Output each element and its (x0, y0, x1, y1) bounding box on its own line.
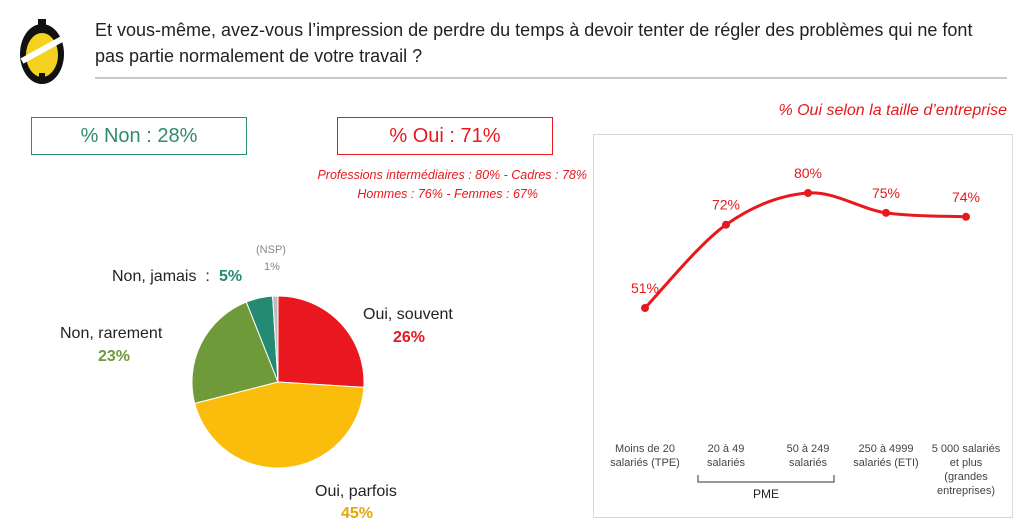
oui-detail-gender: Hommes : 76% - Femmes : 67% (357, 187, 538, 201)
pme-bracket (697, 475, 835, 483)
line-value-label: 75% (872, 185, 900, 201)
line-value-label: 74% (952, 189, 980, 205)
pie-value-nsp: 1% (264, 261, 280, 273)
pie-slice-oui-souvent (277, 295, 365, 388)
pie-slice-non-rarement (191, 301, 279, 404)
oui-total-box: % Oui : 71% (337, 117, 553, 155)
x-tick-label: salariés (707, 457, 745, 469)
header-divider (95, 77, 1007, 79)
pme-group-label: PME (753, 487, 779, 501)
x-tick-label: salariés (789, 457, 827, 469)
line-chart-title: % Oui selon la taille d’entreprise (778, 102, 1007, 119)
non-total-box: % Non : 28% (31, 117, 247, 155)
pie-value-non-rarement: 23% (98, 348, 131, 365)
x-tick-label: salariés (ETI) (853, 457, 918, 469)
survey-question: Et vous-même, avez-vous l’impression de … (95, 20, 973, 66)
x-tick-label: entreprises) (937, 485, 995, 497)
pie-slice-oui-parfois (194, 381, 365, 469)
line-value-label: 72% (712, 197, 740, 213)
line-point (962, 212, 970, 221)
x-tick-label: Moins de 20 (615, 443, 675, 455)
x-tick-label: salariés (TPE) (610, 457, 680, 469)
x-tick-label: et plus (950, 457, 983, 469)
line-chart-frame (593, 134, 1013, 518)
x-tick-label: 5 000 salariés (932, 443, 1001, 455)
x-tick-label: 250 à 4999 (858, 443, 913, 455)
pie-value-non-jamais: 5% (219, 268, 243, 285)
pie-label-oui-parfois: Oui, parfois (315, 483, 397, 500)
line-series (643, 191, 967, 310)
line-value-label: 51% (631, 280, 659, 296)
pie-value-oui-parfois: 45% (341, 505, 374, 522)
line-value-label: 80% (794, 165, 822, 181)
pie-label-nsp: (NSP) (256, 244, 286, 256)
x-tick-label: (grandes (944, 471, 988, 483)
pie-chart (191, 295, 365, 469)
oui-detail-professions: Professions intermédiaires : 80% - Cadre… (317, 168, 587, 182)
brand-logo (20, 19, 64, 84)
line-point (641, 304, 649, 312)
pie-label-non-rarement: Non, rarement (60, 325, 163, 342)
pie-slice-nsp (272, 295, 279, 383)
line-point (804, 189, 812, 197)
x-tick-label: 50 à 249 (787, 443, 830, 455)
pie-value-oui-souvent: 26% (393, 329, 426, 346)
x-tick-label: 20 à 49 (708, 443, 745, 455)
pie-label-oui-souvent: Oui, souvent (363, 306, 453, 323)
pie-label-non-jamais: Non, jamais : (112, 268, 210, 285)
line-point (722, 220, 730, 229)
line-point (882, 208, 890, 217)
